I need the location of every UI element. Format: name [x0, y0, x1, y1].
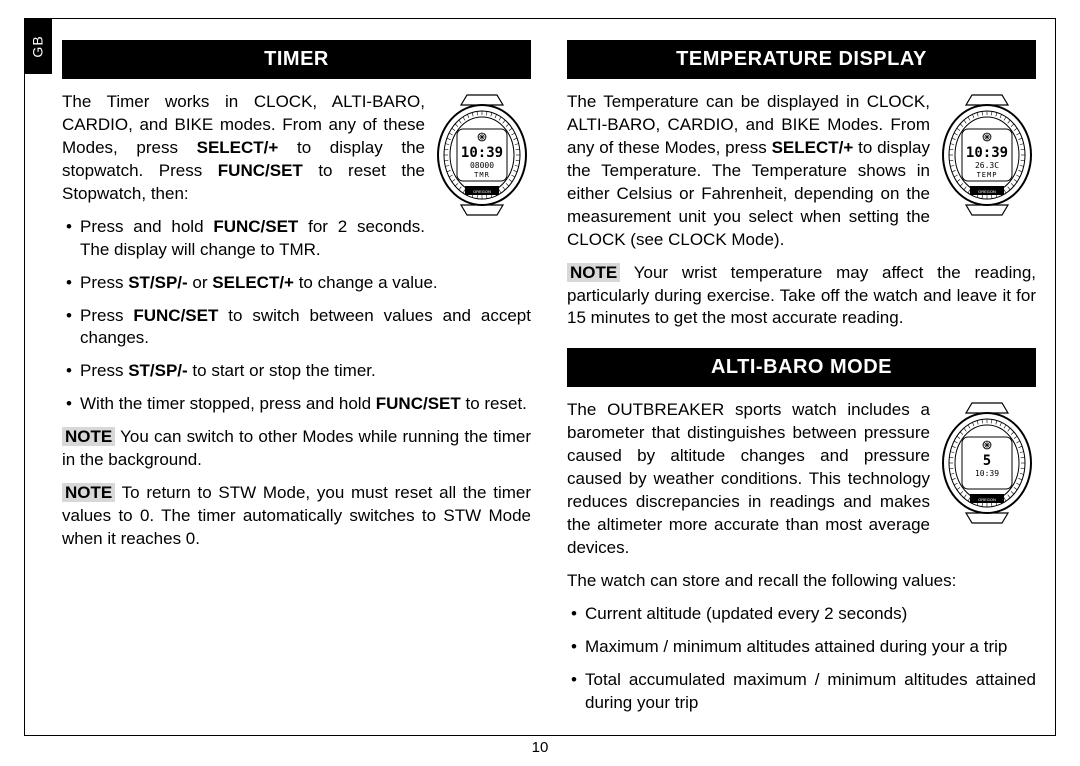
altibaro-sub: The watch can store and recall the follo…	[567, 570, 1036, 593]
list-item: Press FUNC/SET to switch between values …	[62, 305, 531, 351]
right-column: TEMPERATURE DISPLAY 10:39 26.3C TEMP ORE…	[567, 40, 1036, 716]
altibaro-header: ALTI-BARO MODE	[567, 348, 1036, 387]
timer-header: TIMER	[62, 40, 531, 79]
svg-text:5: 5	[983, 453, 991, 469]
svg-text:OREGON: OREGON	[978, 189, 996, 194]
page-number: 10	[0, 738, 1080, 758]
altibaro-bullets: Current altitude (updated every 2 second…	[567, 603, 1036, 715]
side-tab: GB	[24, 18, 52, 74]
list-item: Current altitude (updated every 2 second…	[567, 603, 1036, 626]
content: TIMER 10:39 08000 TMR OREGON The Timer w…	[62, 40, 1036, 716]
svg-text:OREGON: OREGON	[473, 189, 491, 194]
side-tab-label: GB	[29, 35, 48, 57]
temp-watch-figure: 10:39 26.3C TEMP OREGON	[938, 91, 1036, 226]
altibaro-watch-figure: 5 10:39 OREGON	[938, 399, 1036, 534]
list-item: Press ST/SP/- or SELECT/+ to change a va…	[62, 272, 531, 295]
timer-note-2: NOTE To return to STW Mode, you must res…	[62, 482, 531, 551]
svg-text:10:39: 10:39	[975, 469, 999, 478]
svg-text:10:39: 10:39	[461, 145, 503, 161]
timer-bullets: Press and hold FUNC/SET for 2 seconds. T…	[62, 216, 531, 417]
temp-header: TEMPERATURE DISPLAY	[567, 40, 1036, 79]
timer-note-1: NOTE You can switch to other Modes while…	[62, 426, 531, 472]
svg-text:TEMP: TEMP	[977, 171, 998, 179]
timer-watch-figure: 10:39 08000 TMR OREGON	[433, 91, 531, 226]
list-item: Press and hold FUNC/SET for 2 seconds. T…	[62, 216, 531, 262]
list-item: Press ST/SP/- to start or stop the timer…	[62, 360, 531, 383]
svg-text:TMR: TMR	[474, 171, 490, 179]
list-item: Total accumulated maximum / minimum alti…	[567, 669, 1036, 715]
svg-text:OREGON: OREGON	[978, 497, 996, 502]
svg-text:10:39: 10:39	[966, 145, 1008, 161]
left-column: TIMER 10:39 08000 TMR OREGON The Timer w…	[62, 40, 531, 716]
svg-text:08000: 08000	[470, 161, 494, 170]
list-item: Maximum / minimum altitudes attained dur…	[567, 636, 1036, 659]
list-item: With the timer stopped, press and hold F…	[62, 393, 531, 416]
svg-text:26.3C: 26.3C	[975, 161, 999, 170]
temp-note: NOTE Your wrist temperature may affect t…	[567, 262, 1036, 331]
